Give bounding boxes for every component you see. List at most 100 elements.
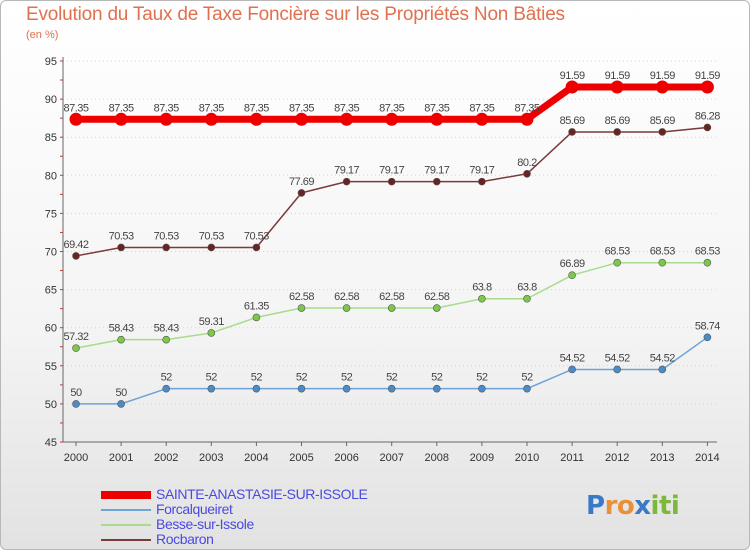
data-point <box>385 112 399 126</box>
data-label: 87.35 <box>63 102 88 114</box>
data-label: 58.43 <box>154 323 179 335</box>
data-label: 91.59 <box>605 70 630 82</box>
y-tick-label: 50 <box>45 399 57 411</box>
data-label: 68.53 <box>605 246 630 258</box>
data-point <box>114 112 128 126</box>
data-label: 54.52 <box>605 352 630 364</box>
data-point <box>613 365 622 374</box>
data-label: 87.35 <box>289 102 314 114</box>
data-label: 91.59 <box>560 70 585 82</box>
data-label: 52 <box>341 372 353 384</box>
data-label: 69.42 <box>63 239 88 251</box>
x-tick-label: 2003 <box>199 452 223 464</box>
data-point <box>117 400 125 408</box>
data-point <box>568 271 576 279</box>
data-point <box>72 344 80 352</box>
data-point <box>655 80 669 94</box>
data-label: 52 <box>296 372 308 384</box>
data-label: 87.35 <box>469 102 494 114</box>
unit-label: (en %) <box>26 29 59 41</box>
legend-item: Rocbaron <box>101 532 421 547</box>
logo-letter: P <box>586 491 605 521</box>
data-point <box>117 243 125 252</box>
data-label: 87.35 <box>109 102 134 114</box>
data-label: 87.35 <box>514 102 539 114</box>
data-point <box>475 112 489 126</box>
data-label: 87.35 <box>154 102 179 114</box>
data-label: 52 <box>521 372 533 384</box>
logo-letter: t <box>658 491 671 521</box>
data-point <box>297 304 306 312</box>
data-point <box>72 400 80 408</box>
data-point <box>658 258 667 267</box>
data-point <box>162 243 170 252</box>
data-point <box>613 258 622 267</box>
data-label: 85.69 <box>560 115 585 127</box>
y-tick-label: 65 <box>45 285 57 297</box>
data-point <box>432 384 441 393</box>
data-point <box>523 294 531 303</box>
x-tick-label: 2014 <box>695 452 719 464</box>
x-tick-label: 2004 <box>244 452 268 464</box>
data-label: 80.2 <box>517 157 537 169</box>
y-tick-label: 75 <box>45 208 57 220</box>
y-tick-label: 95 <box>45 56 57 68</box>
data-point <box>159 112 173 126</box>
data-point <box>658 365 667 374</box>
data-label: 50 <box>70 387 82 399</box>
data-label: 68.53 <box>695 246 720 258</box>
data-label: 70.53 <box>109 230 134 242</box>
data-point <box>478 177 486 186</box>
x-tick-label: 2011 <box>560 452 584 464</box>
x-tick-label: 2012 <box>605 452 629 464</box>
legend-item: Besse-sur-Issole <box>101 517 421 532</box>
data-label: 68.53 <box>650 246 675 258</box>
data-label: 50 <box>115 387 127 399</box>
data-point <box>342 304 351 312</box>
legend: SAINTE-ANASTASIE-SUR-ISSOLE Forcalqueiret… <box>101 487 421 547</box>
legend-swatch <box>101 524 151 526</box>
x-tick-label: 2007 <box>379 452 403 464</box>
data-label: 52 <box>431 372 443 384</box>
y-tick-label: 70 <box>45 247 57 259</box>
legend-swatch <box>101 539 151 541</box>
data-label: 70.53 <box>244 230 269 242</box>
legend-item: Forcalqueiret <box>101 502 421 517</box>
data-point <box>523 384 531 393</box>
logo-letter: o <box>616 491 635 521</box>
data-point <box>162 384 170 393</box>
data-point <box>432 304 441 312</box>
data-point <box>658 128 667 136</box>
data-label: 54.52 <box>650 352 675 364</box>
data-point <box>387 384 396 393</box>
data-point <box>523 169 531 178</box>
data-point <box>297 189 306 197</box>
x-tick-label: 2002 <box>154 452 178 464</box>
data-label: 85.69 <box>650 115 675 127</box>
data-label: 52 <box>386 372 398 384</box>
data-point <box>207 384 216 393</box>
legend-item: SAINTE-ANASTASIE-SUR-ISSOLE <box>101 487 421 502</box>
data-label: 79.17 <box>424 165 449 177</box>
x-tick-label: 2013 <box>650 452 674 464</box>
y-tick-label: 55 <box>45 361 57 373</box>
data-point <box>69 112 83 126</box>
legend-label: Besse-sur-Issole <box>156 516 254 532</box>
legend-swatch <box>101 509 151 511</box>
data-point <box>207 329 216 337</box>
data-label: 77.69 <box>289 176 314 188</box>
data-label: 58.74 <box>695 320 720 332</box>
data-point <box>432 177 441 186</box>
data-label: 85.69 <box>605 115 630 127</box>
proxiti-logo: Proxiti <box>586 491 680 521</box>
data-point <box>162 335 170 344</box>
data-point <box>340 112 354 126</box>
data-label: 62.58 <box>379 291 404 303</box>
data-label: 87.35 <box>379 102 404 114</box>
data-point <box>387 304 396 312</box>
data-label: 87.35 <box>424 102 449 114</box>
data-label: 91.59 <box>695 70 720 82</box>
data-label: 87.35 <box>199 102 224 114</box>
data-label: 63.8 <box>472 282 492 294</box>
